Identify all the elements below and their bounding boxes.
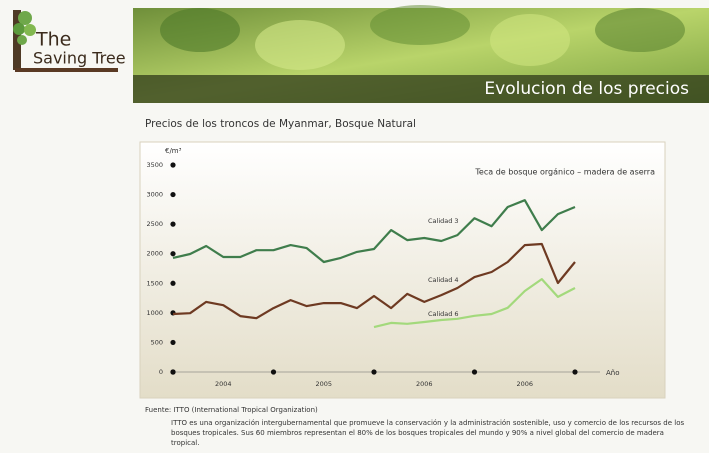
y-tick-dot — [170, 221, 176, 227]
x-tick-dot — [270, 369, 277, 375]
y-tick-label: 3500 — [146, 161, 163, 169]
banner: Evolucion de los precios — [133, 5, 709, 103]
series-line — [373, 278, 576, 329]
y-axis-label: €/m³ — [165, 147, 182, 155]
source: Fuente: ITTO (International Tropical Org… — [145, 406, 318, 414]
y-tick-dot — [170, 280, 176, 286]
footer: Fuente: ITTO (International Tropical Org… — [145, 405, 685, 448]
series-label: Calidad 4 — [428, 276, 459, 284]
y-tick-dot — [170, 162, 176, 168]
x-tick-dot — [170, 369, 176, 375]
y-tick-label: 500 — [151, 338, 163, 346]
x-tick-dot — [572, 369, 578, 375]
x-tick-dot — [471, 369, 478, 375]
y-tick-label: 3000 — [146, 191, 163, 199]
y-tick-dot — [170, 251, 176, 257]
x-tick-label: 2006 — [416, 380, 433, 388]
x-tick-label: 2004 — [215, 380, 232, 388]
y-tick-label: 1000 — [146, 309, 163, 317]
y-tick-dot — [170, 339, 176, 346]
y-tick-label: 0 — [159, 368, 163, 376]
y-tick-label: 1500 — [146, 279, 163, 287]
series-line — [172, 242, 576, 320]
y-tick-label: 2500 — [146, 220, 163, 228]
logo-line: Saving Tree — [33, 49, 126, 68]
x-tick-label: 2005 — [315, 380, 332, 388]
y-tick-label: 2000 — [146, 250, 163, 258]
x-tick-dot — [371, 369, 377, 375]
page-title: Evolucion de los precios — [484, 79, 689, 99]
chart-title: Precios de los troncos de Myanmar, Bosqu… — [145, 118, 416, 130]
footer-text: ITTO es una organización intergubernamen… — [171, 419, 685, 447]
x-axis-label: Año — [606, 369, 620, 377]
series-label: Calidad 6 — [428, 310, 459, 318]
chart-panel — [139, 141, 666, 399]
x-tick-label: 2006 — [516, 380, 533, 388]
y-tick-dot — [170, 191, 176, 198]
chart-subtitle: Teca de bosque orgánico – madera de aser… — [474, 168, 655, 177]
logo-line: The — [35, 29, 71, 51]
logo: The Saving Tree — [13, 10, 126, 72]
series-line — [172, 199, 576, 264]
series-label: Calidad 3 — [428, 217, 459, 225]
